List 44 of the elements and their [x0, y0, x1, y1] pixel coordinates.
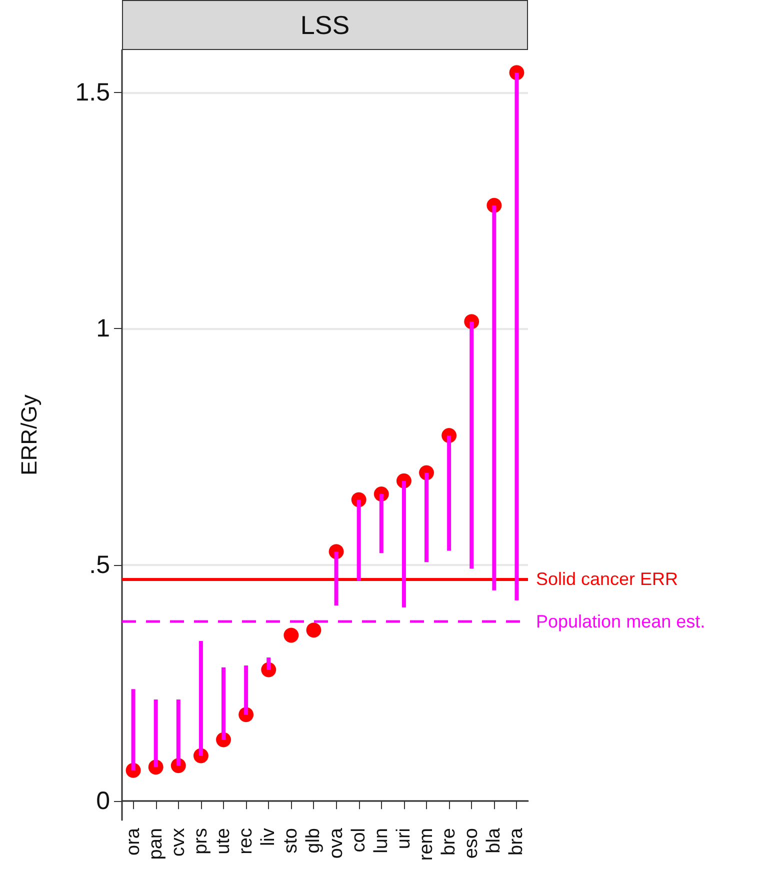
x-tick-label: bla: [484, 828, 505, 854]
x-tick-label: ute: [213, 828, 234, 854]
ref-line-label: Solid cancer ERR: [536, 569, 678, 590]
y-tick-label: 1.5: [75, 78, 110, 107]
x-tick-label: lun: [370, 828, 392, 854]
x-tick-label: bre: [438, 828, 460, 856]
bar: [266, 657, 271, 670]
bar: [222, 667, 226, 740]
x-tick-label: col: [348, 828, 370, 852]
ref-line-label: Population mean est.: [536, 612, 706, 632]
x-tick-label: rec: [236, 828, 257, 854]
y-tick-label: .5: [89, 550, 110, 579]
bar: [424, 472, 428, 562]
x-tick-label: sto: [280, 828, 302, 854]
bar: [470, 322, 474, 569]
x-tick-label: rem: [416, 828, 437, 861]
bar: [379, 494, 384, 554]
bar: [514, 72, 519, 600]
bar: [154, 700, 158, 768]
bar: [402, 480, 406, 608]
bar: [356, 500, 361, 580]
x-tick-label: eso: [461, 828, 482, 859]
bar: [447, 435, 452, 551]
point: [284, 628, 299, 643]
bar: [334, 552, 338, 606]
x-tick-label: prs: [190, 828, 212, 854]
x-tick-label: cvx: [168, 828, 189, 856]
x-tick-label: pan: [145, 828, 166, 860]
bar: [492, 205, 496, 590]
y-tick-label: 0: [96, 787, 110, 816]
x-tick-label: liv: [258, 828, 280, 846]
x-tick-label: uri: [393, 828, 414, 850]
bar: [198, 640, 203, 756]
y-axis-title: ERR/Gy: [16, 394, 42, 476]
point: [306, 622, 322, 638]
bar: [131, 689, 136, 770]
bar: [176, 700, 180, 766]
chart-title: LSS: [122, 0, 528, 50]
x-tick-label: glb: [303, 828, 324, 854]
x-tick-label: ora: [122, 828, 144, 856]
y-tick-label: 1: [96, 314, 110, 343]
x-tick-label: bra: [506, 828, 528, 856]
bar: [244, 666, 248, 715]
x-tick-label: ova: [326, 828, 347, 859]
